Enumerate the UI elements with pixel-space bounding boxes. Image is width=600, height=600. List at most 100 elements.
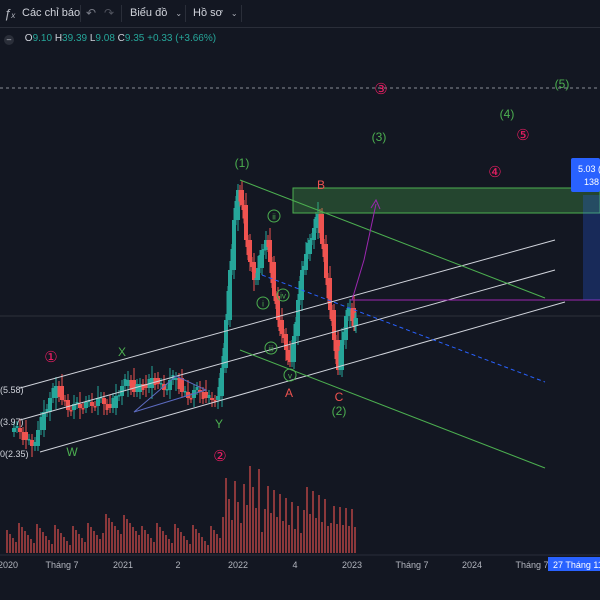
price-tag-box [571, 158, 600, 192]
volume-bar [267, 486, 269, 553]
candle-body [111, 398, 115, 408]
volume-bar [318, 495, 320, 553]
candle-body [90, 402, 94, 406]
volume-bar [75, 530, 77, 553]
candle-body [324, 244, 328, 278]
crosshair-date-box [548, 557, 600, 571]
candle-body [348, 308, 352, 316]
volume-bar [168, 539, 170, 553]
candle-body [296, 300, 300, 336]
profile-menu-button[interactable]: Hồ sơ ⌄ [193, 0, 238, 27]
volume-bar [339, 507, 341, 553]
collapse-icon[interactable]: – [4, 35, 14, 45]
volume-bar [228, 499, 230, 553]
wave-labels: ①②③④⑤(1)(2)(3)(4)(5)iiiiiiivvWXYABC(5.58… [0, 77, 600, 465]
candle-body [252, 262, 256, 280]
candle-body [354, 318, 358, 326]
candle-body [162, 384, 166, 390]
candle-body [268, 240, 272, 262]
volume-bar [327, 526, 329, 553]
volume-bar [93, 531, 95, 553]
price-tag-value: 5.03 ( [578, 164, 600, 174]
candle-body [126, 380, 130, 386]
redo-icon[interactable]: ↷ [104, 6, 115, 20]
candle-body [264, 240, 268, 250]
candle-body [165, 389, 169, 391]
candle-body [66, 400, 70, 410]
volume-bar [198, 533, 200, 553]
candle-body [21, 432, 25, 440]
candle-body [300, 270, 304, 300]
wave-label-2: ② [213, 448, 226, 465]
volume-bar [33, 543, 35, 553]
volume-bar [207, 545, 209, 553]
volume-bar [153, 542, 155, 553]
volume-bar [234, 481, 236, 553]
volume-bar [195, 529, 197, 553]
volume-bar [162, 531, 164, 553]
candle-body [141, 384, 145, 390]
volume-bar [324, 499, 326, 553]
wave-label-int-5: (5) [555, 77, 570, 91]
candle-body [316, 214, 320, 228]
volume-bar [243, 484, 245, 553]
volume-bar [273, 490, 275, 553]
candle-body [153, 378, 157, 385]
candle-body [276, 296, 280, 320]
candle-body [240, 190, 244, 205]
candle-body [198, 390, 202, 392]
wave-label-int-2: (2) [332, 404, 347, 418]
volume-bar [282, 521, 284, 553]
volume-bar [291, 502, 293, 553]
channel-line [39, 301, 566, 453]
volume-bar [249, 466, 251, 553]
trend-line-lower [239, 349, 546, 469]
candle-body [63, 400, 67, 402]
volume-bar [132, 527, 134, 553]
wave-label-3: ③ [374, 81, 387, 98]
candle-body [129, 380, 133, 390]
position-box [583, 195, 600, 300]
wave-label-int-3: (3) [372, 130, 387, 144]
volume-bar [285, 498, 287, 553]
candle-body [117, 395, 121, 397]
x-tick-label: 2 [175, 560, 180, 570]
candle-body [159, 383, 163, 385]
volume-bar [333, 506, 335, 553]
candle-body [207, 395, 211, 398]
indicators-button[interactable]: Các chỉ báo [22, 7, 81, 19]
volume-bar [63, 537, 65, 553]
candle-body [256, 268, 260, 280]
chart-menu-button[interactable]: Biểu đồ ⌄ [130, 0, 182, 27]
low-value: 9.08 [95, 33, 115, 44]
candle-body [332, 310, 336, 340]
minor-wave-v: v [288, 372, 292, 381]
volume-bar [66, 541, 68, 553]
undo-icon[interactable]: ↶ [86, 6, 97, 20]
label-A: A [285, 386, 293, 400]
volume-bar [276, 517, 278, 553]
volume-bar [330, 523, 332, 553]
candle-body [232, 220, 236, 270]
fx-icon[interactable]: ƒx [4, 6, 16, 21]
candle-body [45, 409, 49, 412]
candle-body [15, 426, 19, 428]
dashed-trend-line [261, 274, 546, 383]
volume-bar [87, 523, 89, 553]
candle-body [292, 336, 296, 362]
candle-body [220, 368, 224, 396]
label-Y: Y [215, 417, 223, 431]
x-tick-label: 2021 [113, 560, 133, 570]
candle-body [51, 388, 55, 398]
volume-bar [102, 533, 104, 553]
volume-bar [129, 523, 131, 553]
volume-bar [270, 513, 272, 553]
candle-body [177, 378, 181, 389]
fib-label: (5.58) [0, 385, 24, 395]
candle-body [69, 410, 73, 412]
volume-bar [12, 538, 14, 553]
volume-bar [54, 525, 56, 553]
candle-body [248, 240, 252, 262]
trend-line-upper [239, 179, 546, 299]
